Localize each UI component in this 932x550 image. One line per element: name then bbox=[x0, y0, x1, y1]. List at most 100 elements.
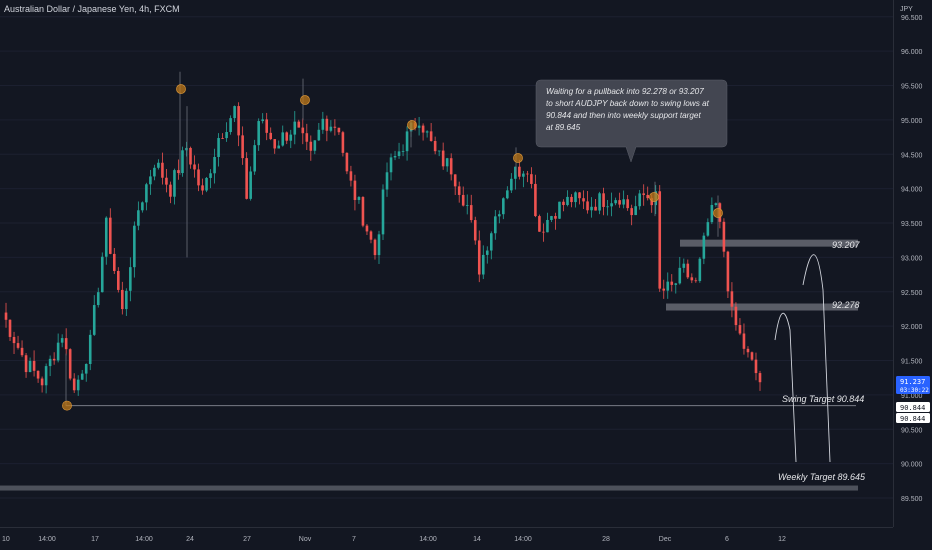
candle-body bbox=[237, 106, 240, 136]
candle-body bbox=[277, 145, 281, 149]
price-tick-label: 94.500 bbox=[901, 152, 923, 159]
candle-series bbox=[4, 71, 762, 406]
annotation-callout[interactable]: Waiting for a pullback into 92.278 or 93… bbox=[535, 79, 728, 163]
candle-body bbox=[225, 132, 228, 139]
price-tick-label: 91.000 bbox=[901, 393, 923, 400]
candle-body bbox=[377, 234, 381, 256]
candle-body bbox=[229, 118, 232, 133]
candle-body bbox=[92, 305, 96, 335]
candle-body bbox=[321, 118, 325, 130]
candle-body bbox=[84, 364, 88, 374]
candle-body bbox=[738, 325, 742, 334]
candle-body bbox=[64, 338, 68, 350]
candle-body bbox=[261, 119, 264, 122]
candle-body bbox=[626, 199, 629, 209]
candle-body bbox=[341, 132, 345, 153]
candle-body bbox=[149, 176, 152, 185]
price-tick-label: 96.500 bbox=[901, 15, 923, 22]
candle-body bbox=[241, 135, 244, 159]
price-axis[interactable]: 96.500 96.000 95.500 95.000 94.500 94.000 93.5… bbox=[901, 15, 923, 503]
candle-body bbox=[489, 233, 493, 251]
candle-body bbox=[108, 217, 112, 254]
candle-body bbox=[706, 222, 710, 236]
time-tick-label: 14:00 bbox=[419, 536, 437, 543]
candle-body bbox=[449, 158, 453, 175]
swing-price-tag: 90.844 90.844 bbox=[896, 402, 930, 423]
zone-band bbox=[666, 303, 858, 311]
candle-body bbox=[646, 194, 650, 199]
candle-body bbox=[293, 121, 297, 135]
candle-body bbox=[369, 231, 373, 240]
pivot-marker bbox=[300, 95, 310, 105]
candle-body bbox=[473, 220, 477, 241]
candle-body bbox=[578, 192, 581, 199]
price-tick-label: 94.000 bbox=[901, 187, 923, 194]
candle-body bbox=[542, 231, 545, 233]
candle-body bbox=[710, 204, 714, 223]
time-tick-label: 27 bbox=[243, 536, 251, 543]
candle-body bbox=[381, 189, 385, 235]
candle-body bbox=[722, 221, 726, 252]
candle-body bbox=[357, 197, 361, 200]
candle-body bbox=[606, 206, 609, 208]
candle-body bbox=[417, 125, 421, 128]
candle-body bbox=[8, 319, 12, 337]
candle-body bbox=[437, 150, 441, 152]
candle-body bbox=[213, 156, 216, 174]
candle-body bbox=[209, 173, 212, 178]
candle-body bbox=[401, 151, 405, 152]
time-tick-label: 14:00 bbox=[135, 536, 153, 543]
candle-body bbox=[145, 184, 148, 203]
candle-body bbox=[421, 125, 425, 133]
candle-body bbox=[481, 254, 485, 275]
candle-body bbox=[221, 138, 224, 139]
candle-body bbox=[24, 355, 28, 373]
time-axis[interactable]: 10 14:00 17 14:00 24 27 Nov 7 14:00 14 14:00 28 Dec 6… bbox=[2, 536, 786, 543]
last-price-tag: 91.237 03:30:22 bbox=[896, 376, 930, 394]
candle-body bbox=[385, 172, 389, 190]
annotation-line: at 89.645 bbox=[546, 123, 581, 132]
candle-body bbox=[614, 200, 617, 204]
time-tick-label: 7 bbox=[352, 536, 356, 543]
candle-body bbox=[594, 206, 597, 211]
zone-label-lower: 92.278 bbox=[832, 300, 860, 310]
swing-tag2-value: 90.844 bbox=[900, 415, 925, 423]
candle-body bbox=[76, 379, 80, 391]
candle-body bbox=[393, 156, 397, 158]
candle-body bbox=[433, 140, 437, 152]
candle-body bbox=[217, 138, 220, 157]
candle-body bbox=[189, 147, 192, 165]
candle-body bbox=[518, 166, 521, 177]
candle-body bbox=[397, 151, 401, 157]
candle-body bbox=[750, 352, 754, 360]
price-tick-label: 89.500 bbox=[901, 496, 923, 503]
candle-body bbox=[477, 240, 481, 275]
candle-body bbox=[161, 162, 164, 178]
pivot-marker bbox=[713, 208, 723, 218]
candle-body bbox=[574, 192, 577, 203]
candle-body bbox=[36, 370, 40, 379]
candle-body bbox=[273, 139, 277, 149]
candle-body bbox=[441, 150, 445, 167]
candle-body bbox=[530, 174, 533, 184]
candle-body bbox=[137, 210, 140, 226]
candle-body bbox=[494, 216, 497, 234]
candle-body bbox=[425, 131, 429, 133]
candle-body bbox=[546, 219, 549, 233]
candle-body bbox=[630, 208, 633, 216]
annotation-line: 90.844 and then into weekly support targ… bbox=[546, 111, 701, 120]
pivot-marker bbox=[176, 84, 186, 94]
candle-body bbox=[112, 253, 116, 271]
candle-body bbox=[365, 225, 369, 232]
candle-body bbox=[429, 131, 433, 141]
candle-body bbox=[502, 198, 505, 215]
candle-body bbox=[173, 170, 176, 197]
candle-body bbox=[550, 216, 553, 220]
candle-body bbox=[566, 196, 569, 206]
candle-body bbox=[702, 235, 706, 259]
candle-body bbox=[72, 378, 76, 391]
candle-body bbox=[506, 190, 509, 199]
candle-body bbox=[253, 145, 256, 172]
projection-arc bbox=[802, 254, 831, 463]
